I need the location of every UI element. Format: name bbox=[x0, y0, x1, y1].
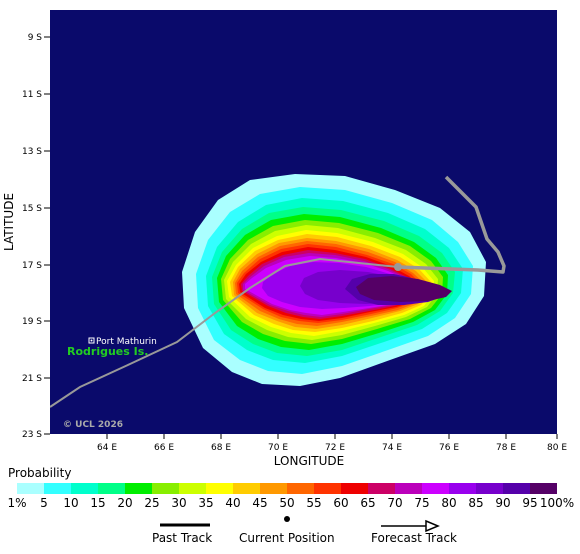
probability-swatch bbox=[287, 483, 314, 494]
probability-tick-label: 95 bbox=[522, 496, 538, 510]
probability-tick-label: 25 bbox=[144, 496, 160, 510]
forecast-arrow-icon bbox=[425, 519, 440, 533]
probability-swatch bbox=[152, 483, 179, 494]
lon-label: 74 E bbox=[382, 443, 402, 453]
probability-tick-label: 15 bbox=[90, 496, 106, 510]
probability-tick-label: 85 bbox=[468, 496, 484, 510]
probability-swath bbox=[182, 174, 486, 386]
port-mathurin-icon bbox=[88, 337, 95, 344]
lon-label: 72 E bbox=[325, 443, 345, 453]
lon-label: 64 E bbox=[97, 443, 117, 453]
current-position-legend-dot bbox=[284, 516, 290, 522]
probability-tick-label: 5 bbox=[40, 496, 48, 510]
probability-swatch bbox=[71, 483, 98, 494]
lat-label: 15 S bbox=[22, 204, 42, 214]
probability-swatch bbox=[314, 483, 341, 494]
lat-label: 11 S bbox=[22, 90, 42, 100]
lat-label: 17 S bbox=[22, 261, 42, 271]
copyright-label: © UCL 2026 bbox=[63, 420, 123, 430]
probability-swatch bbox=[503, 483, 530, 494]
probability-tick-label: 90 bbox=[495, 496, 511, 510]
probability-swatch bbox=[206, 483, 233, 494]
probability-tick-label: 1% bbox=[7, 496, 27, 510]
probability-swatch bbox=[476, 483, 503, 494]
port-mathurin-dot bbox=[90, 339, 93, 342]
probability-swatch bbox=[530, 483, 557, 494]
lon-label: 68 E bbox=[211, 443, 231, 453]
probability-labels: 1% 5 10 15 20 25 30 35 40 45 50 55 60 65 70 75 80 85 90 95 1… bbox=[0, 496, 580, 510]
probability-swatch bbox=[44, 483, 71, 494]
city-label: Port Mathurin bbox=[96, 337, 157, 347]
lat-label: 21 S bbox=[22, 374, 42, 384]
lon-label: 70 E bbox=[268, 443, 288, 453]
forecast-track-label: Forecast Track bbox=[371, 531, 457, 545]
lat-label: 13 S bbox=[22, 147, 42, 157]
probability-swatch bbox=[17, 483, 44, 494]
lat-axis-title: LATITUDE bbox=[2, 193, 16, 251]
probability-tick-label: 30 bbox=[171, 496, 187, 510]
probability-tick-label: 65 bbox=[360, 496, 376, 510]
probability-swatch bbox=[233, 483, 260, 494]
probability-tick-label: 45 bbox=[252, 496, 268, 510]
lat-label: 9 S bbox=[28, 33, 43, 43]
probability-swatch bbox=[395, 483, 422, 494]
lon-labels: 64 E 66 E 68 E 70 E 72 E 74 E 76 E 78 E … bbox=[97, 443, 567, 453]
lon-ticks bbox=[106, 434, 558, 439]
track-lines bbox=[50, 175, 506, 408]
lon-label: 80 E bbox=[547, 443, 567, 453]
past-track-label: Past Track bbox=[152, 531, 213, 545]
lat-label: 19 S bbox=[22, 317, 42, 327]
probability-tick-label: 40 bbox=[225, 496, 241, 510]
probability-tick-label: 20 bbox=[117, 496, 133, 510]
past-track-line bbox=[50, 257, 399, 408]
probability-tick-label: 60 bbox=[333, 496, 349, 510]
probability-tick-label: 55 bbox=[306, 496, 322, 510]
legend-glyphs bbox=[160, 516, 440, 533]
lat-labels: 9 S 11 S 13 S 15 S 17 S 19 S 21 S 23 S bbox=[22, 33, 42, 440]
probability-tick-label: 35 bbox=[198, 496, 214, 510]
probability-swatch bbox=[368, 483, 395, 494]
probability-swatch bbox=[260, 483, 287, 494]
lon-axis-title: LONGITUDE bbox=[274, 454, 344, 468]
probability-swatch bbox=[179, 483, 206, 494]
lon-label: 78 E bbox=[496, 443, 516, 453]
probability-swatch bbox=[422, 483, 449, 494]
forecast-track-line bbox=[397, 175, 506, 274]
swath-95pct bbox=[356, 276, 452, 302]
probability-tick-label: 100% bbox=[539, 496, 575, 510]
lat-ticks bbox=[44, 36, 50, 435]
current-position-marker bbox=[394, 263, 402, 271]
lon-label: 66 E bbox=[154, 443, 174, 453]
lat-label: 23 S bbox=[22, 430, 42, 440]
probability-tick-label: 75 bbox=[414, 496, 430, 510]
lon-label: 76 E bbox=[439, 443, 459, 453]
island-label: Rodrigues Is. bbox=[67, 345, 148, 358]
probability-tick-label: 10 bbox=[63, 496, 79, 510]
probability-title: Probability bbox=[8, 466, 72, 480]
current-position-label: Current Position bbox=[239, 531, 335, 545]
probability-swatch bbox=[341, 483, 368, 494]
probability-swatch bbox=[125, 483, 152, 494]
probability-tick-label: 80 bbox=[441, 496, 457, 510]
probability-swatch bbox=[98, 483, 125, 494]
probability-tick-label: 50 bbox=[279, 496, 295, 510]
probability-tick-label: 70 bbox=[387, 496, 403, 510]
probability-colorbar bbox=[17, 483, 557, 494]
probability-swatch bbox=[449, 483, 476, 494]
